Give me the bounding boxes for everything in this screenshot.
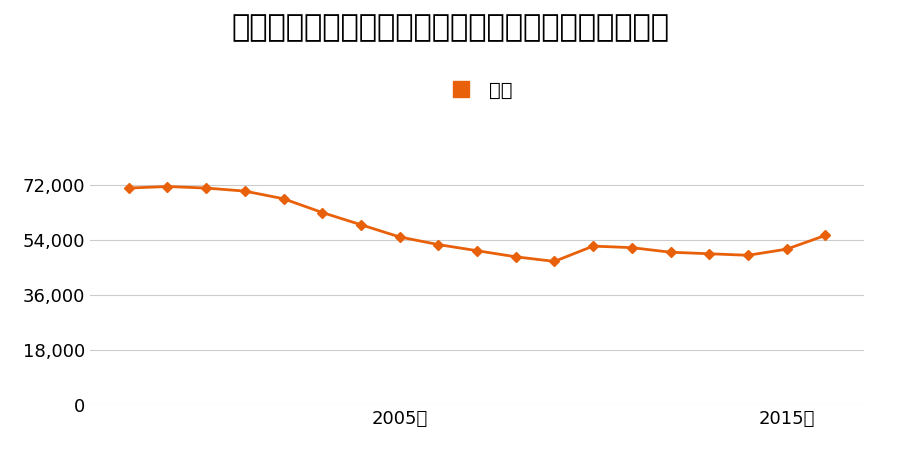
Text: 宮城県仙台市泉区天神沢１丁目１９番４１の地価推移: 宮城県仙台市泉区天神沢１丁目１９番４１の地価推移 — [231, 14, 669, 42]
Legend: 価格: 価格 — [434, 73, 520, 108]
